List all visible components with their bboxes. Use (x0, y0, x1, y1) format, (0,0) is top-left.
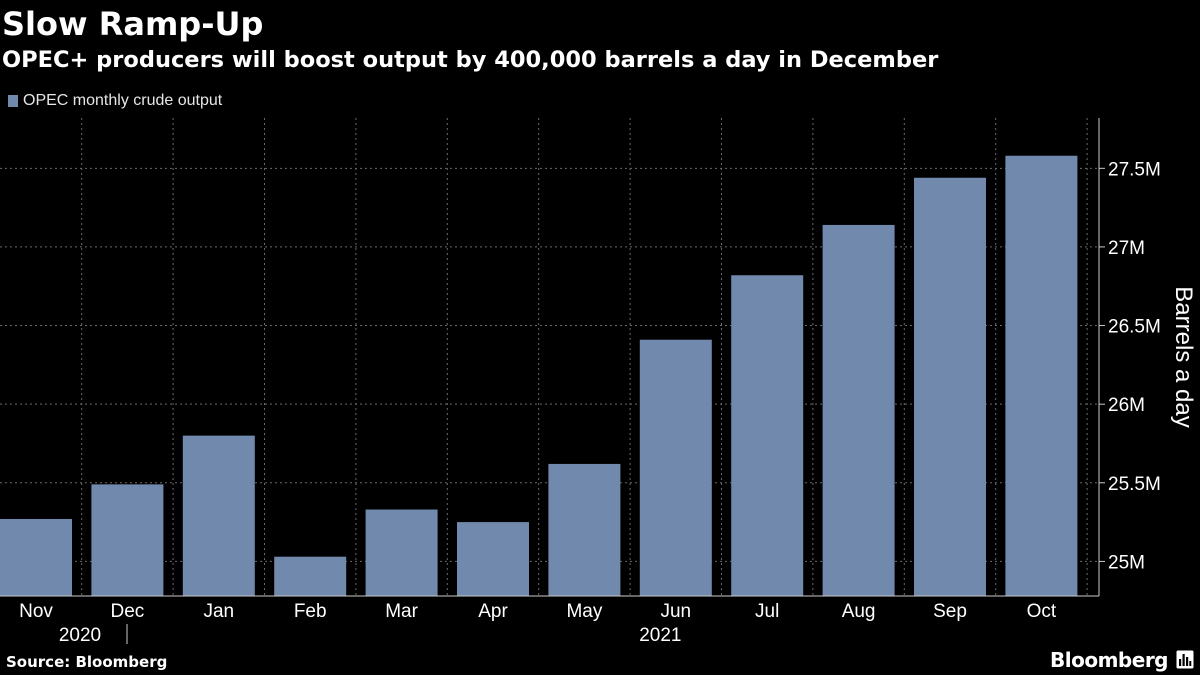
x-tick-label: Mar (385, 601, 418, 622)
bar-mar (365, 509, 438, 596)
bloomberg-logo: Bloomberg (1050, 648, 1168, 672)
bar-sep (914, 177, 986, 596)
chart-subtitle: OPEC+ producers will boost output by 400… (2, 47, 939, 73)
x-tick-label: Apr (478, 601, 508, 622)
x-tick-label: Jan (203, 601, 234, 622)
x-tick-label: Aug (842, 601, 876, 622)
bloomberg-terminal-icon (1176, 650, 1194, 669)
legend-swatch (8, 95, 18, 107)
bar-aug (822, 224, 895, 596)
x-tick-label: Sep (933, 601, 967, 622)
y-tick-label: 26.5M (1108, 317, 1161, 338)
bar-dec (91, 484, 164, 596)
x-tick-label: Jun (660, 601, 691, 622)
legend-label: OPEC monthly crude output (23, 92, 223, 109)
bar-jan (182, 435, 255, 596)
y-tick-label: 27.5M (1108, 159, 1161, 180)
bar-may (548, 463, 621, 596)
x-tick-label: Feb (294, 601, 327, 622)
bar-jun (639, 339, 712, 596)
x-tick-label: Jul (755, 601, 779, 622)
y-tick-label: 26M (1108, 395, 1145, 416)
bar-feb (274, 556, 347, 596)
y-tick-label: 25.5M (1108, 474, 1161, 495)
bar-jul (731, 275, 804, 596)
bar-oct (1005, 155, 1078, 596)
legend: OPEC monthly crude output (8, 90, 222, 112)
x-tick-label: May (566, 601, 602, 622)
x-tick-label: Nov (19, 601, 53, 622)
x-tick-label: Oct (1027, 601, 1057, 622)
y-tick-label: 25M (1108, 552, 1145, 573)
x-tick-label: Dec (111, 601, 145, 622)
bar-apr (457, 522, 529, 596)
year-label: 2021 (639, 625, 681, 646)
chart-title: Slow Ramp-Up (2, 5, 264, 43)
bar-nov (0, 518, 72, 596)
y-tick-label: 27M (1108, 238, 1145, 259)
year-label: 2020 (59, 625, 101, 646)
y-axis-label: Barrels a day (1170, 286, 1197, 427)
source-note: Source: Bloomberg (6, 653, 168, 671)
